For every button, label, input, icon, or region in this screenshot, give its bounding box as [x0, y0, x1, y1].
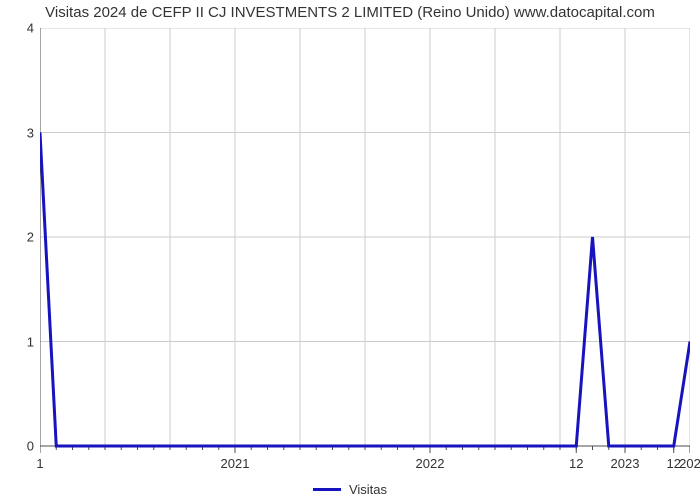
x-tick-label: 2021 — [221, 456, 250, 471]
x-tick-label: 202 — [679, 456, 700, 471]
chart-container: Visitas 2024 de CEFP II CJ INVESTMENTS 2… — [0, 0, 700, 500]
x-tick-label: 2023 — [611, 456, 640, 471]
y-tick-label: 4 — [4, 21, 34, 36]
x-tick-label: 1 — [36, 456, 43, 471]
plot-area — [40, 28, 690, 458]
y-tick-label: 3 — [4, 125, 34, 140]
y-tick-label: 0 — [4, 439, 34, 454]
y-tick-label: 1 — [4, 334, 34, 349]
y-tick-label: 2 — [4, 230, 34, 245]
legend-item-visitas: Visitas — [313, 482, 387, 497]
x-tick-label: 2022 — [416, 456, 445, 471]
legend-label: Visitas — [349, 482, 387, 497]
x-tick-label: 12 — [569, 456, 583, 471]
legend-swatch — [313, 488, 341, 491]
legend: Visitas — [0, 478, 700, 497]
chart-title: Visitas 2024 de CEFP II CJ INVESTMENTS 2… — [0, 4, 700, 21]
